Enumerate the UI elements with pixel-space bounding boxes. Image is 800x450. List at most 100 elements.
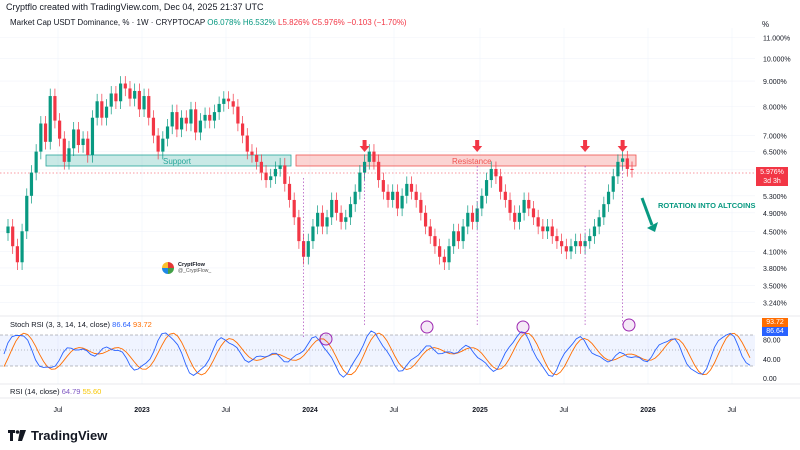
candle-body — [480, 195, 484, 209]
candle-body — [438, 246, 442, 257]
candle-body — [428, 226, 432, 237]
ohlc-open: O6.078% — [207, 18, 241, 27]
arrow-down-icon — [359, 146, 370, 152]
ohlc-high: H6.532% — [242, 18, 276, 27]
candle-body — [353, 191, 357, 205]
candle-body — [381, 180, 385, 192]
tradingview-wordmark: TradingView — [31, 428, 108, 443]
price-tick-label: 8.000% — [763, 105, 787, 112]
price-tick-label: 4.100% — [763, 249, 787, 256]
candle-body — [189, 109, 193, 124]
price-tick-label: 4.500% — [763, 229, 787, 236]
candle-body — [170, 112, 174, 127]
vertical-guides — [303, 166, 623, 338]
candle-body — [311, 226, 315, 242]
symbol-legend: Market Cap USDT Dominance, % · 1W · CRYP… — [10, 18, 407, 27]
ohlc-low: L5.826% — [278, 18, 310, 27]
time-tick-label: Jul — [390, 407, 399, 414]
candle-body — [128, 88, 132, 99]
tradingview-logo[interactable]: TradingView — [8, 428, 107, 443]
price-tick-label: 6.500% — [763, 150, 787, 157]
candle-body — [222, 98, 226, 104]
price-tick-label: 3.800% — [763, 266, 787, 273]
stoch-highlight-circle — [420, 320, 434, 334]
candle-body — [137, 90, 141, 110]
watermark-logo-icon — [162, 262, 174, 274]
candle-body — [6, 226, 10, 234]
ohlc-close: C5.976% — [311, 18, 345, 27]
arrow-down-icon — [472, 146, 483, 152]
candle-body — [348, 204, 353, 218]
candle-body — [447, 246, 451, 263]
stoch-tick-label: 0.00 — [763, 376, 777, 383]
candle-body — [175, 112, 179, 130]
candle-body — [391, 191, 395, 200]
candle-body — [508, 199, 512, 213]
candle-body — [513, 212, 517, 222]
rsi-ma-value: 55.60 — [82, 387, 102, 396]
candle-body — [611, 176, 615, 192]
stoch-d-tag: 93.72 — [762, 318, 788, 327]
stoch-tick-label: 40.00 — [763, 357, 781, 364]
candle-body — [90, 117, 95, 155]
candle-body — [536, 217, 540, 227]
candle-body — [442, 256, 446, 263]
candle-body — [269, 176, 273, 181]
time-tick-label: Jul — [560, 407, 569, 414]
stoch-band — [0, 335, 755, 366]
price-tick-label: 3.500% — [763, 284, 787, 291]
price-unit-label: % — [762, 20, 770, 29]
candle-body — [114, 93, 118, 102]
arrow-shaft — [362, 140, 367, 146]
candle-body — [423, 212, 428, 227]
candle-body — [72, 129, 76, 149]
candle-body — [67, 148, 71, 162]
candle-body — [306, 241, 310, 257]
rsi-title: RSI (14, close) — [10, 387, 60, 396]
candle-body — [156, 135, 160, 152]
candle-body — [466, 212, 470, 227]
candle-body — [25, 195, 29, 232]
candle-body — [287, 183, 292, 200]
candle-body — [578, 241, 582, 247]
rsi-legend: RSI (14, close) 64.79 55.60 — [10, 387, 101, 396]
candle-body — [344, 217, 348, 222]
candle-body — [151, 117, 156, 136]
candle-body — [15, 246, 19, 263]
candle-body — [372, 151, 376, 162]
time-tick-label: Jul — [728, 407, 737, 414]
candle-body — [11, 226, 15, 247]
candle-body — [236, 106, 240, 124]
candle-body — [119, 83, 123, 102]
candle-body — [377, 161, 381, 181]
candle-body — [142, 96, 146, 110]
stoch-highlight-circle — [516, 320, 530, 334]
candle-body — [255, 154, 259, 162]
candle-body — [409, 183, 414, 192]
candle-body — [499, 176, 503, 192]
candle-body — [240, 123, 245, 136]
candle-body — [400, 195, 404, 209]
candle-body — [606, 191, 611, 205]
candle-body — [625, 158, 629, 169]
candle-body — [630, 168, 634, 170]
candle-body — [76, 129, 80, 146]
candle-body — [194, 109, 198, 133]
candle-body — [414, 191, 418, 200]
bar-countdown: 3d 3h — [763, 178, 781, 185]
resistance-arrows — [359, 140, 628, 152]
candle-body — [358, 172, 362, 192]
candle-body — [503, 191, 507, 200]
candle-body — [226, 98, 231, 102]
stoch-axis: 80.00 40.00 0.00 — [763, 338, 781, 383]
candle-body — [405, 183, 409, 196]
stoch-legend: Stoch RSI (3, 3, 14, 14, close) 86.64 93… — [10, 320, 152, 329]
candle-body — [123, 83, 127, 89]
stoch-k-tag: 86.64 — [762, 327, 788, 336]
candle-body — [245, 135, 249, 152]
stoch-title: Stoch RSI (3, 3, 14, 14, close) — [10, 320, 111, 329]
stoch-highlight-circle — [622, 318, 636, 332]
candle-body — [39, 123, 43, 152]
current-price-value: 5.976% — [760, 169, 784, 176]
